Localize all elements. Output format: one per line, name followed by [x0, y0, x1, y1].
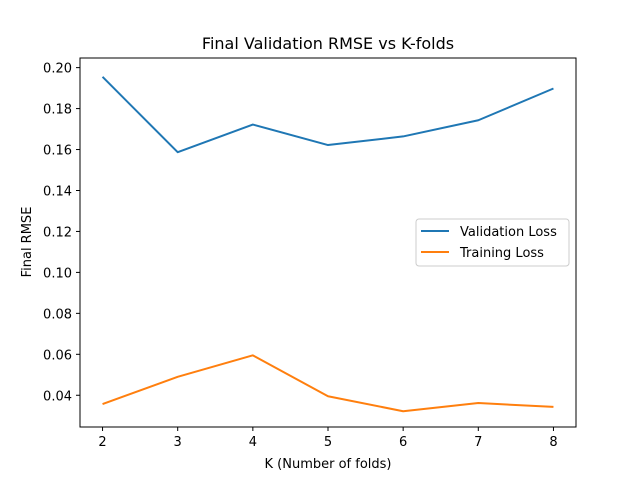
x-tick-label: 5: [324, 435, 332, 450]
y-tick-label: 0.06: [43, 348, 72, 363]
x-tick-label: 3: [174, 435, 182, 450]
y-tick-label: 0.20: [43, 62, 72, 77]
legend-box: [415, 218, 570, 267]
y-tick-label: 0.12: [43, 225, 72, 240]
y-tick-label: 0.10: [43, 266, 72, 281]
x-axis: 2 3 4 5 6 7 8: [98, 427, 558, 450]
plot-lines: [101, 76, 554, 413]
x-axis-label: K (Number of folds): [265, 457, 392, 472]
legend-label-training: Training Loss: [459, 246, 544, 261]
y-tick-label: 0.08: [43, 307, 72, 322]
legend: Validation Loss Training Loss: [415, 218, 570, 267]
y-tick-label: 0.04: [43, 389, 72, 404]
series-line-training: [102, 354, 554, 413]
chart-title: Final Validation RMSE vs K-folds: [202, 34, 454, 53]
y-axis: 0.04 0.06 0.08 0.10 0.12 0.14 0.16 0.18 0.20: [43, 62, 80, 404]
y-tick-label: 0.18: [43, 103, 72, 118]
x-tick-label: 7: [474, 435, 482, 450]
y-tick-label: 0.14: [43, 184, 72, 199]
x-tick-label: 4: [249, 435, 257, 450]
x-tick-label: 6: [399, 435, 407, 450]
legend-label-validation: Validation Loss: [460, 225, 557, 240]
series-line-validation: [101, 76, 554, 154]
x-tick-label: 2: [98, 435, 106, 450]
y-axis-label: Final RMSE: [20, 207, 35, 278]
y-tick-label: 0.16: [43, 144, 72, 159]
x-tick-label: 8: [549, 435, 557, 450]
